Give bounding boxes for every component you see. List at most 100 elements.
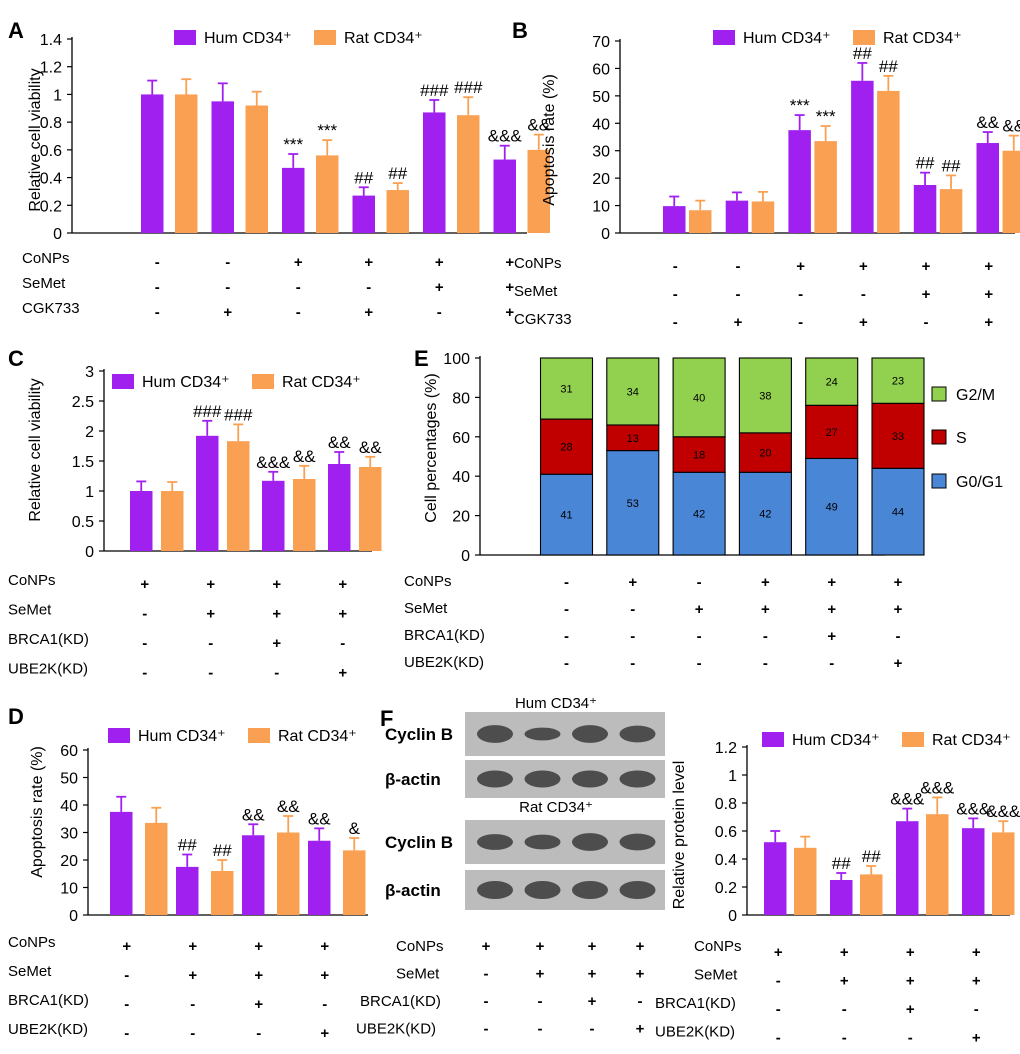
legend-swatch <box>932 430 946 444</box>
significance-annotation: &&& <box>256 453 291 472</box>
significance-annotation: ## <box>832 854 851 873</box>
condition-sign: + <box>761 574 770 591</box>
bar-rat <box>227 441 250 551</box>
y-tick-label: 0.5 <box>72 514 94 531</box>
y-tick-label: 50 <box>60 771 78 788</box>
condition-sign: - <box>256 1025 261 1042</box>
blot-band <box>572 770 608 787</box>
condition-label: SeMet <box>404 600 448 617</box>
y-tick-label: 0.4 <box>715 852 737 869</box>
bar-hum <box>663 206 686 233</box>
segment-value-label: 44 <box>892 507 904 519</box>
significance-annotation: && <box>293 447 316 466</box>
condition-sign: - <box>274 665 279 682</box>
condition-sign: - <box>124 996 129 1013</box>
condition-sign: + <box>984 314 993 331</box>
y-tick-label: 80 <box>452 390 470 407</box>
significance-annotation: &&& <box>920 778 955 797</box>
condition-label: CoNPs <box>404 573 452 590</box>
bar-rat <box>689 210 712 233</box>
significance-annotation: &&& <box>488 127 523 146</box>
condition-sign: + <box>774 944 783 961</box>
condition-sign: + <box>894 655 903 672</box>
bar-hum <box>726 201 749 233</box>
condition-label: BRCA1(KD) <box>655 995 736 1012</box>
legend-label-rat: Rat CD34⁺ <box>932 732 1011 749</box>
condition-sign: + <box>796 258 805 275</box>
blot-row-label: Cyclin B <box>385 833 453 852</box>
legend-swatch <box>932 387 946 401</box>
bar-rat <box>860 874 883 915</box>
condition-sign: + <box>906 944 915 961</box>
y-tick-label: 0 <box>85 544 94 561</box>
condition-label: BRCA1(KD) <box>8 992 89 1009</box>
bar-rat <box>316 155 339 233</box>
condition-sign: - <box>564 574 569 591</box>
condition-sign: - <box>208 665 213 682</box>
bar-rat <box>145 823 168 915</box>
y-tick-label: 2 <box>85 424 94 441</box>
condition-sign: - <box>896 628 901 645</box>
condition-sign: - <box>776 1030 781 1047</box>
bar-rat <box>926 814 949 915</box>
y-tick-label: 70 <box>592 34 610 51</box>
significance-annotation: ### <box>454 78 483 97</box>
significance-annotation: && <box>242 805 265 824</box>
condition-sign: + <box>859 258 868 275</box>
segment-value-label: 33 <box>892 431 904 443</box>
condition-sign: - <box>735 258 740 275</box>
condition-sign: - <box>763 655 768 672</box>
y-axis-label: Cell percentages (%) <box>423 373 440 522</box>
blot-band <box>572 833 608 851</box>
segment-value-label: 18 <box>693 450 705 462</box>
blot-band <box>477 881 513 899</box>
segment-value-label: 41 <box>560 510 572 522</box>
condition-sign: + <box>140 576 149 593</box>
condition-sign: - <box>842 1001 847 1018</box>
y-tick-label: 10 <box>60 881 78 898</box>
legend-label-rat: Rat CD34⁺ <box>282 374 361 391</box>
y-tick-label: 0.8 <box>40 115 62 132</box>
significance-annotation: ## <box>354 168 373 187</box>
legend-swatch <box>932 474 946 488</box>
legend-swatch-hum <box>713 30 735 45</box>
condition-sign: + <box>188 938 197 955</box>
y-tick-label: 0 <box>53 226 62 243</box>
condition-sign: + <box>223 304 232 321</box>
condition-sign: - <box>296 304 301 321</box>
condition-sign: + <box>338 606 347 623</box>
condition-sign: + <box>272 635 281 652</box>
condition-sign: - <box>735 286 740 303</box>
blot-band <box>620 834 656 851</box>
condition-sign: - <box>155 254 160 271</box>
condition-sign: + <box>906 973 915 990</box>
condition-label: SeMet <box>514 283 558 300</box>
segment-value-label: 28 <box>560 442 572 454</box>
blot-row-label: Cyclin B <box>385 725 453 744</box>
condition-label: CoNPs <box>694 938 742 955</box>
condition-sign: + <box>972 1030 981 1047</box>
bar-hum <box>141 94 164 233</box>
condition-sign: + <box>894 601 903 618</box>
condition-sign: + <box>827 601 836 618</box>
condition-sign: - <box>798 286 803 303</box>
blot-band <box>572 725 608 743</box>
blot-title-hum: Hum CD34⁺ <box>515 695 597 712</box>
y-axis-label: Relative cell viability <box>27 378 44 521</box>
blot-condition-sign: + <box>536 938 545 955</box>
condition-sign: + <box>206 576 215 593</box>
blot-band <box>525 881 561 899</box>
blot-title-rat: Rat CD34⁺ <box>519 799 593 816</box>
condition-sign: - <box>142 635 147 652</box>
bar-rat <box>387 190 410 233</box>
bar-hum <box>914 185 937 233</box>
condition-sign: - <box>673 314 678 331</box>
condition-sign: - <box>842 1030 847 1047</box>
panel-letter: C <box>8 346 24 371</box>
y-tick-label: 10 <box>592 199 610 216</box>
condition-label: UBE2K(KD) <box>8 1021 88 1038</box>
y-tick-label: 50 <box>592 89 610 106</box>
condition-sign: - <box>630 601 635 618</box>
